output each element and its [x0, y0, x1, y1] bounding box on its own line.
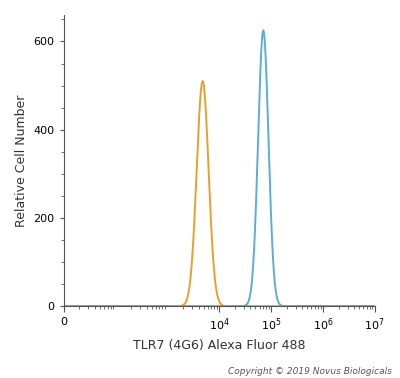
X-axis label: TLR7 (4G6) Alexa Fluor 488: TLR7 (4G6) Alexa Fluor 488: [133, 339, 306, 352]
Text: Copyright © 2019 Novus Biologicals: Copyright © 2019 Novus Biologicals: [228, 367, 392, 376]
Y-axis label: Relative Cell Number: Relative Cell Number: [15, 94, 28, 227]
